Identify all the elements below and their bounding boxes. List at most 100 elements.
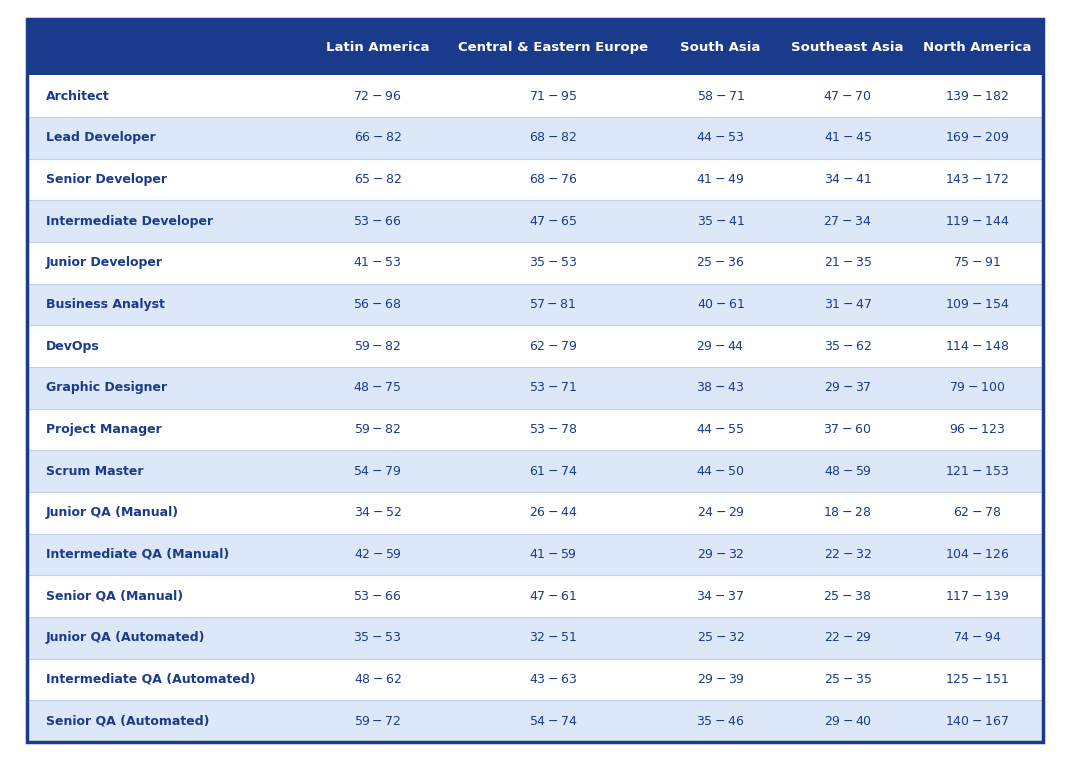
Bar xyxy=(912,117,1043,158)
Text: $71 - $95: $71 - $95 xyxy=(529,90,577,103)
Text: $79 - $100: $79 - $100 xyxy=(949,381,1006,394)
Bar xyxy=(448,158,657,200)
Text: $35 - $46: $35 - $46 xyxy=(697,715,745,728)
Text: Junior QA (Automated): Junior QA (Automated) xyxy=(46,632,205,645)
Bar xyxy=(27,75,306,117)
Bar xyxy=(784,117,912,158)
Text: $26 - $44: $26 - $44 xyxy=(529,506,577,519)
Text: $59 - $82: $59 - $82 xyxy=(354,423,401,436)
Bar xyxy=(784,325,912,367)
Text: $22 - $29: $22 - $29 xyxy=(824,632,872,645)
Text: $38 - $43: $38 - $43 xyxy=(697,381,745,394)
Bar xyxy=(784,409,912,451)
Text: Scrum Master: Scrum Master xyxy=(46,465,143,478)
Text: $32 - $51: $32 - $51 xyxy=(529,632,577,645)
Text: $54 - $74: $54 - $74 xyxy=(529,715,577,728)
Text: $42 - $59: $42 - $59 xyxy=(354,548,401,561)
Text: $25 - $38: $25 - $38 xyxy=(824,590,872,603)
Bar xyxy=(912,575,1043,617)
Text: $104 - $126: $104 - $126 xyxy=(945,548,1009,561)
Text: $109 - $154: $109 - $154 xyxy=(945,298,1009,311)
Text: $44 - $53: $44 - $53 xyxy=(697,132,745,145)
Bar xyxy=(27,325,306,367)
Text: Intermediate QA (Manual): Intermediate QA (Manual) xyxy=(46,548,229,561)
Bar xyxy=(27,117,306,158)
Bar xyxy=(306,533,448,575)
Bar xyxy=(657,325,784,367)
Text: Senior Developer: Senior Developer xyxy=(46,173,167,186)
Text: $61 - $74: $61 - $74 xyxy=(529,465,577,478)
Bar xyxy=(784,158,912,200)
Bar xyxy=(448,117,657,158)
Bar xyxy=(912,409,1043,451)
Text: $57 - $81: $57 - $81 xyxy=(530,298,577,311)
Bar xyxy=(912,284,1043,325)
Bar xyxy=(306,575,448,617)
Bar xyxy=(448,75,657,117)
Bar xyxy=(657,575,784,617)
Text: $41 - $49: $41 - $49 xyxy=(697,173,745,186)
Text: Senior QA (Automated): Senior QA (Automated) xyxy=(46,715,210,728)
Text: $48 - $62: $48 - $62 xyxy=(353,673,401,686)
Text: $53 - $78: $53 - $78 xyxy=(529,423,577,436)
Bar xyxy=(657,409,784,451)
Bar xyxy=(657,533,784,575)
Text: $34 - $41: $34 - $41 xyxy=(824,173,872,186)
Text: $47 - $61: $47 - $61 xyxy=(529,590,577,603)
Bar xyxy=(306,19,448,75)
Bar xyxy=(912,492,1043,533)
Text: $37 - $60: $37 - $60 xyxy=(824,423,872,436)
Bar xyxy=(657,117,784,158)
Text: $53 - $66: $53 - $66 xyxy=(353,590,401,603)
Bar xyxy=(306,617,448,658)
Bar xyxy=(27,409,306,451)
Bar xyxy=(912,658,1043,700)
Text: $72 - $96: $72 - $96 xyxy=(353,90,401,103)
Bar xyxy=(784,700,912,742)
Text: $48 - $75: $48 - $75 xyxy=(353,381,401,394)
Bar xyxy=(912,367,1043,409)
Bar xyxy=(657,158,784,200)
Bar xyxy=(27,284,306,325)
Text: $62 - $79: $62 - $79 xyxy=(529,339,577,352)
Text: $74 - $94: $74 - $94 xyxy=(953,632,1002,645)
Bar xyxy=(912,158,1043,200)
Text: $75 - $91: $75 - $91 xyxy=(953,256,1002,269)
Text: $66 - $82: $66 - $82 xyxy=(353,132,401,145)
Bar xyxy=(657,19,784,75)
Bar xyxy=(657,617,784,658)
Bar xyxy=(448,575,657,617)
Text: North America: North America xyxy=(923,40,1031,54)
Text: $44 - $50: $44 - $50 xyxy=(697,465,745,478)
Text: $56 - $68: $56 - $68 xyxy=(353,298,401,311)
Bar xyxy=(448,658,657,700)
Bar xyxy=(448,242,657,284)
Bar xyxy=(784,200,912,242)
Text: $29 - $40: $29 - $40 xyxy=(824,715,872,728)
Text: $125 - $151: $125 - $151 xyxy=(945,673,1009,686)
Text: Central & Eastern Europe: Central & Eastern Europe xyxy=(458,40,647,54)
Text: $27 - $34: $27 - $34 xyxy=(823,215,872,228)
Text: Project Manager: Project Manager xyxy=(46,423,162,436)
Text: $44 - $55: $44 - $55 xyxy=(697,423,745,436)
Text: $41 - $53: $41 - $53 xyxy=(353,256,401,269)
Bar xyxy=(912,325,1043,367)
Text: $34 - $37: $34 - $37 xyxy=(697,590,745,603)
Text: $47 - $65: $47 - $65 xyxy=(529,215,577,228)
Bar xyxy=(657,242,784,284)
Bar xyxy=(306,284,448,325)
Bar xyxy=(784,19,912,75)
Bar xyxy=(306,200,448,242)
Bar xyxy=(448,284,657,325)
Bar xyxy=(27,451,306,492)
Bar xyxy=(912,19,1043,75)
Bar xyxy=(27,19,306,75)
Bar xyxy=(306,658,448,700)
Bar xyxy=(784,575,912,617)
Bar xyxy=(912,617,1043,658)
Text: South Asia: South Asia xyxy=(681,40,761,54)
Text: $54 - $79: $54 - $79 xyxy=(353,465,401,478)
Text: $53 - $71: $53 - $71 xyxy=(529,381,577,394)
Bar xyxy=(306,117,448,158)
Bar xyxy=(306,492,448,533)
